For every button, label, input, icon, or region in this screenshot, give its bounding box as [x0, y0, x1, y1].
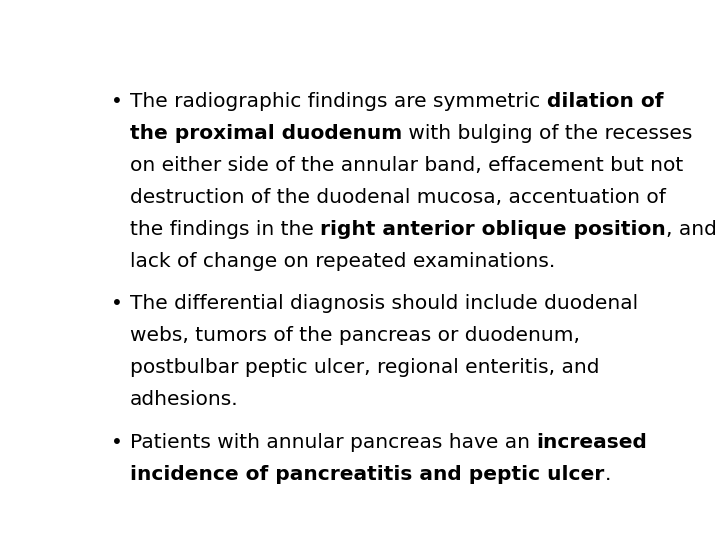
Text: •: • [111, 294, 123, 313]
Text: lack of change on repeated examinations.: lack of change on repeated examinations. [130, 252, 555, 271]
Text: increased: increased [536, 433, 647, 452]
Text: The radiographic findings are symmetric: The radiographic findings are symmetric [130, 92, 546, 111]
Text: with bulging of the recesses: with bulging of the recesses [402, 124, 693, 143]
Text: incidence of pancreatitis and peptic ulcer: incidence of pancreatitis and peptic ulc… [130, 465, 604, 484]
Text: on either side of the annular band, effacement but not: on either side of the annular band, effa… [130, 156, 683, 175]
Text: The differential diagnosis should include duodenal: The differential diagnosis should includ… [130, 294, 639, 313]
Text: the findings in the: the findings in the [130, 220, 320, 239]
Text: .: . [604, 465, 611, 484]
Text: •: • [111, 433, 123, 452]
Text: dilation of: dilation of [546, 92, 663, 111]
Text: , and: , and [666, 220, 717, 239]
Text: webs, tumors of the pancreas or duodenum,: webs, tumors of the pancreas or duodenum… [130, 326, 580, 346]
Text: •: • [111, 92, 123, 111]
Text: postbulbar peptic ulcer, regional enteritis, and: postbulbar peptic ulcer, regional enteri… [130, 359, 600, 377]
Text: the proximal duodenum: the proximal duodenum [130, 124, 402, 143]
Text: adhesions.: adhesions. [130, 390, 239, 409]
Text: right anterior oblique position: right anterior oblique position [320, 220, 666, 239]
Text: Patients with annular pancreas have an: Patients with annular pancreas have an [130, 433, 536, 452]
Text: destruction of the duodenal mucosa, accentuation of: destruction of the duodenal mucosa, acce… [130, 188, 666, 207]
